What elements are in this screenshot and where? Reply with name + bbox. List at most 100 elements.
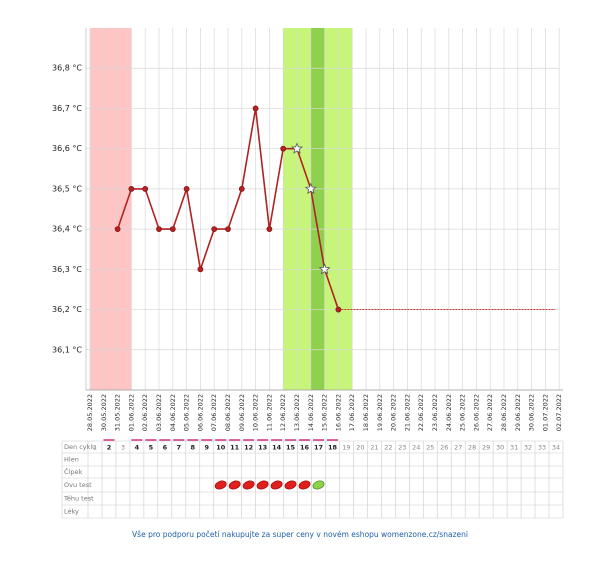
- ovu-test: [228, 480, 241, 490]
- y-tick-label: 36,7 °C: [52, 104, 82, 113]
- point: [280, 145, 287, 152]
- point: [142, 185, 149, 192]
- footer-link[interactable]: Vše pro podporu početí nakupujte za supe…: [132, 530, 468, 539]
- cycle-day: 29: [482, 444, 490, 452]
- x-tick-label: 31.05.2022: [114, 394, 122, 431]
- ovu-test: [214, 480, 227, 490]
- cycle-day: 7: [177, 444, 182, 452]
- ovu-test: [312, 480, 325, 490]
- cycle-day: 1: [93, 444, 97, 452]
- x-tick-label: 11.06.2022: [265, 394, 273, 431]
- x-tick-label: 27.06.2022: [486, 394, 494, 431]
- cycle-day: 9: [204, 444, 209, 452]
- y-tick-label: 36,5 °C: [52, 184, 82, 193]
- x-tick-label: 30.06.2022: [528, 394, 536, 431]
- point: [183, 185, 190, 192]
- y-tick-label: 36,6 °C: [52, 144, 82, 153]
- ovu-test: [270, 480, 283, 490]
- x-tick-label: 01.07.2022: [541, 394, 549, 431]
- x-tick-label: 28.05.2022: [86, 394, 94, 431]
- y-tick-label: 36,4 °C: [52, 225, 82, 234]
- cycle-day: 22: [384, 444, 392, 452]
- cycle-day: 2: [107, 444, 112, 452]
- cycle-day: 10: [216, 444, 226, 452]
- cycle-day: 4: [135, 444, 140, 452]
- cycle-day: 34: [552, 444, 560, 452]
- phase-band: [310, 28, 325, 390]
- x-tick-label: 10.06.2022: [252, 394, 260, 431]
- cycle-day: 3: [121, 444, 125, 452]
- ovu-test: [284, 480, 297, 490]
- point: [335, 306, 342, 313]
- cycle-day: 17: [314, 444, 323, 452]
- cycle-day: 11: [230, 444, 240, 452]
- row-label: Těhu test: [63, 495, 94, 503]
- point: [169, 226, 176, 233]
- cycle-day: 12: [244, 444, 253, 452]
- x-tick-label: 18.06.2022: [362, 394, 370, 431]
- cycle-day: 24: [412, 444, 420, 452]
- cycle-day: 16: [300, 444, 310, 452]
- cycle-day: 20: [356, 444, 364, 452]
- y-tick-label: 36,1 °C: [52, 345, 82, 354]
- cycle-day: 6: [163, 444, 168, 452]
- row-label: Léky: [64, 508, 79, 516]
- point: [128, 185, 135, 192]
- cycle-day: 19: [342, 444, 350, 452]
- cycle-day: 32: [524, 444, 532, 452]
- cycle-day: 13: [258, 444, 267, 452]
- x-tick-label: 09.06.2022: [238, 394, 246, 431]
- ovu-test: [256, 480, 269, 490]
- x-tick-label: 06.06.2022: [196, 394, 204, 431]
- cycle-day: 33: [538, 444, 546, 452]
- star-point: [291, 142, 303, 154]
- cycle-day: 27: [454, 444, 462, 452]
- x-tick-label: 14.06.2022: [307, 394, 315, 431]
- x-tick-label: 08.06.2022: [224, 394, 232, 431]
- cycle-day: 25: [426, 444, 434, 452]
- ovu-test: [242, 480, 255, 490]
- x-tick-label: 21.06.2022: [403, 394, 411, 431]
- point: [114, 226, 121, 233]
- point: [266, 226, 273, 233]
- x-tick-label: 26.06.2022: [472, 394, 480, 431]
- ovu-test: [298, 480, 311, 490]
- row-label: Ovu test: [64, 481, 92, 489]
- cycle-day: 5: [149, 444, 154, 452]
- x-tick-label: 29.06.2022: [514, 394, 522, 431]
- x-tick-label: 05.06.2022: [183, 394, 191, 431]
- star-point: [304, 182, 317, 194]
- row-label: Hlen: [64, 456, 79, 464]
- x-tick-label: 17.06.2022: [348, 394, 356, 431]
- x-tick-label: 03.06.2022: [155, 394, 163, 431]
- x-tick-label: 12.06.2022: [279, 394, 287, 431]
- x-tick-label: 30.05.2022: [100, 394, 108, 431]
- point: [252, 105, 259, 112]
- y-tick-label: 36,2 °C: [52, 305, 82, 314]
- x-tick-label: 01.06.2022: [127, 394, 135, 431]
- x-tick-label: 02.07.2022: [555, 394, 563, 431]
- cycle-day: 31: [510, 444, 518, 452]
- point: [225, 226, 231, 233]
- cycle-day: 15: [286, 444, 296, 452]
- cycle-day: 23: [398, 444, 406, 452]
- row-label: Čípek: [64, 467, 82, 476]
- y-tick-label: 36,3 °C: [52, 265, 82, 274]
- x-tick-label: 07.06.2022: [210, 394, 218, 431]
- x-tick-label: 28.06.2022: [500, 394, 508, 431]
- x-tick-label: 24.06.2022: [445, 394, 453, 431]
- cycle-day: 14: [272, 444, 282, 452]
- x-tick-label: 19.06.2022: [376, 394, 384, 431]
- point: [211, 226, 218, 233]
- cycle-day: 18: [328, 444, 338, 452]
- point: [156, 226, 162, 233]
- star-point: [318, 263, 331, 275]
- x-tick-label: 22.06.2022: [417, 394, 425, 431]
- x-tick-label: 23.06.2022: [431, 394, 439, 431]
- x-tick-label: 04.06.2022: [169, 394, 177, 431]
- row-label: Den cyklu: [64, 443, 96, 451]
- x-tick-label: 16.06.2022: [334, 394, 342, 431]
- x-tick-label: 25.06.2022: [459, 394, 467, 431]
- x-tick-label: 13.06.2022: [293, 394, 301, 431]
